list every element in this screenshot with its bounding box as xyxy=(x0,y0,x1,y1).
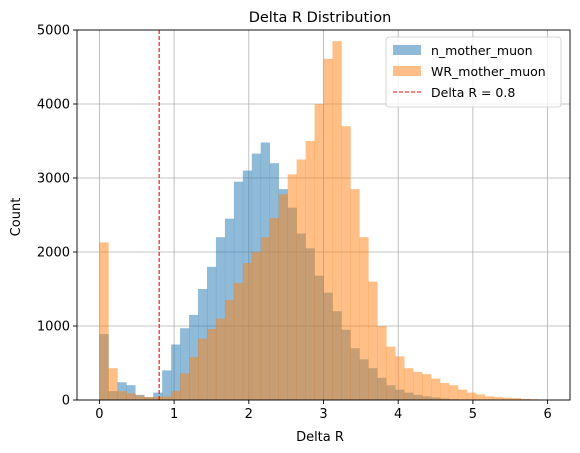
legend-swatch xyxy=(393,45,421,55)
y-tick-label: 1000 xyxy=(37,320,70,335)
histogram-bar-WR-mother-muon xyxy=(260,237,271,400)
histogram-bar-WR-mother-muon xyxy=(215,318,226,400)
histogram-bar-WR-mother-muon xyxy=(404,368,414,400)
histogram-bar-WR-mother-muon xyxy=(314,104,324,400)
histogram-bar-WR-mother-muon xyxy=(359,237,369,400)
histogram-bar-WR-mother-muon xyxy=(144,397,154,400)
histogram-bar-WR-mother-muon xyxy=(296,159,306,400)
histogram-bar-WR-mother-muon xyxy=(431,378,441,400)
histogram-bar-WR-mother-muon xyxy=(493,397,504,400)
y-tick-label: 0 xyxy=(62,394,70,409)
histogram-bar-WR-mother-muon xyxy=(305,141,315,400)
histogram-bar-WR-mother-muon xyxy=(475,394,486,400)
legend-label: n_mother_muon xyxy=(431,43,533,58)
x-tick-label: 5 xyxy=(469,407,477,422)
histogram-bar-WR-mother-muon xyxy=(350,189,360,400)
histogram-bar-WR-mother-muon xyxy=(511,398,521,400)
histogram-bar-WR-mother-muon xyxy=(457,389,468,400)
histogram-bar-WR-mother-muon xyxy=(117,391,127,400)
legend-label: Delta R = 0.8 xyxy=(431,85,515,100)
x-axis-label: Delta R xyxy=(296,430,344,445)
histogram-bar-WR-mother-muon xyxy=(189,357,199,400)
plot-area: 0 1 2 3 4 5 6 0 1000 2000 3000 4000 5000 n_mother_muo… xyxy=(37,24,571,422)
legend-swatch xyxy=(393,66,421,76)
histogram-bar-n-mother-muon xyxy=(171,344,181,400)
histogram-bar-WR-mother-muon xyxy=(287,174,297,400)
histogram-bar-WR-mother-muon xyxy=(162,396,172,400)
histogram-bar-WR-mother-muon xyxy=(395,356,405,400)
y-tick-label: 2000 xyxy=(37,246,70,261)
histogram-bar-WR-mother-muon xyxy=(422,374,432,400)
histogram-bar-WR-mother-muon xyxy=(520,398,530,400)
x-tick-label: 1 xyxy=(170,407,178,422)
histogram-bar-WR-mother-muon xyxy=(323,58,333,401)
histogram-bar-WR-mother-muon xyxy=(377,326,387,400)
histogram-bar-WR-mother-muon xyxy=(386,346,396,400)
histogram-bar-WR-mother-muon xyxy=(180,373,190,400)
chart-title: Delta R Distribution xyxy=(249,10,392,26)
x-tick-label: 0 xyxy=(95,407,103,422)
histogram-bar-n-mother-muon xyxy=(153,392,163,400)
histogram-bar-n-mother-muon xyxy=(162,370,172,400)
x-tick-label: 4 xyxy=(394,407,402,422)
y-axis-label: Count xyxy=(9,198,24,237)
x-tick-label: 2 xyxy=(245,407,253,422)
histogram-bar-WR-mother-muon xyxy=(135,395,145,400)
histogram-bar-WR-mother-muon xyxy=(108,368,118,400)
histogram-bar-WR-mother-muon xyxy=(413,371,423,400)
y-tick-label: 3000 xyxy=(37,172,70,187)
histogram-bar-WR-mother-muon xyxy=(233,283,244,400)
histogram-bar-WR-mother-muon xyxy=(440,382,450,400)
histogram-bar-WR-mother-muon xyxy=(448,385,459,400)
histogram-bar-WR-mother-muon xyxy=(206,328,217,400)
histogram-bar-WR-mother-muon xyxy=(153,397,163,400)
histogram-bar-WR-mother-muon xyxy=(251,252,262,400)
legend-label: WR_mother_muon xyxy=(431,64,546,79)
legend-box xyxy=(385,36,562,108)
x-tick-label: 3 xyxy=(319,407,327,422)
histogram-bar-WR-mother-muon xyxy=(502,397,513,400)
histogram-bar-WR-mother-muon xyxy=(341,126,351,400)
histogram-bar-WR-mother-muon xyxy=(484,396,495,400)
histogram-bar-WR-mother-muon xyxy=(332,41,342,400)
histogram-bar-n-mother-muon xyxy=(180,328,190,400)
x-tick-label: 6 xyxy=(543,407,551,422)
histogram-bar-WR-mother-muon xyxy=(224,300,235,400)
histogram-bar-WR-mother-muon xyxy=(368,281,378,400)
histogram-bar-WR-mother-muon xyxy=(171,391,181,400)
histogram-bar-WR-mother-muon xyxy=(126,393,136,400)
histogram-bar-WR-mother-muon xyxy=(242,263,253,400)
y-tick-label: 4000 xyxy=(37,98,70,113)
histogram-bar-WR-mother-muon xyxy=(278,194,288,400)
histogram-bar-WR-mother-muon xyxy=(99,242,109,400)
y-tick-label: 5000 xyxy=(37,24,70,39)
histogram-bar-WR-mother-muon xyxy=(466,392,477,400)
histogram-bar-n-mother-muon xyxy=(126,385,136,400)
histogram-bar-WR-mother-muon xyxy=(198,338,208,400)
histogram-bar-WR-mother-muon xyxy=(269,217,279,400)
